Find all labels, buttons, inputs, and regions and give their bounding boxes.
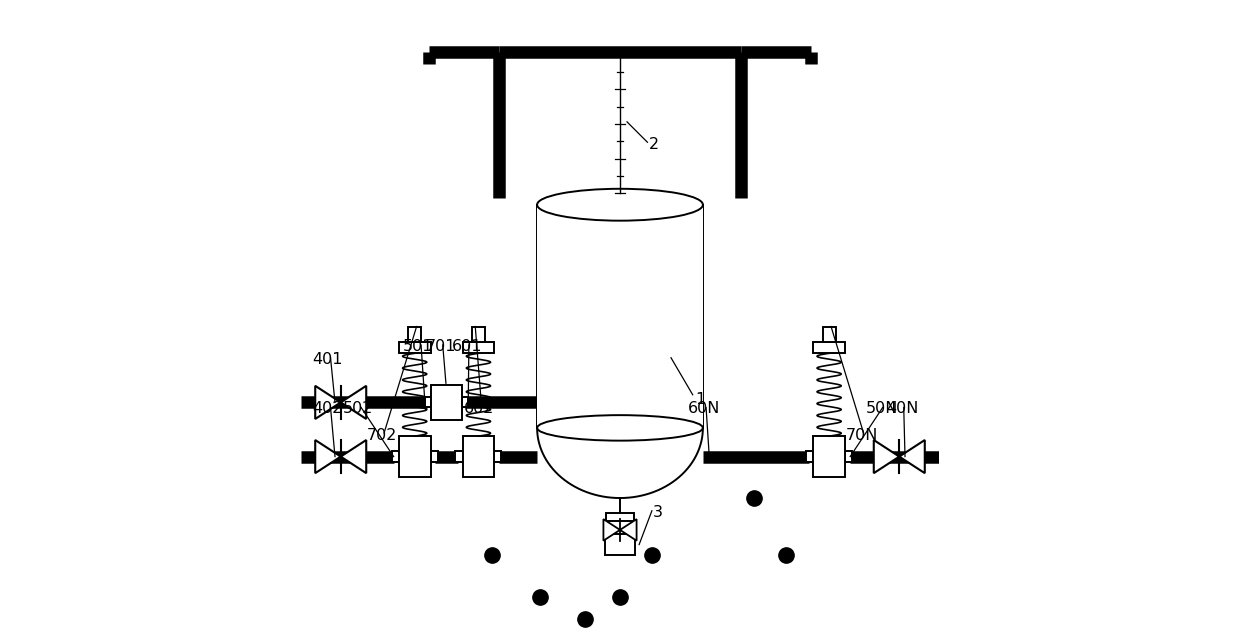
Bar bbox=[408, 327, 422, 342]
Bar bbox=[813, 436, 846, 477]
Bar bbox=[392, 452, 438, 462]
Bar bbox=[806, 452, 852, 462]
Bar bbox=[455, 451, 463, 463]
Text: 60N: 60N bbox=[688, 401, 720, 416]
Bar bbox=[392, 451, 399, 463]
Ellipse shape bbox=[537, 415, 703, 441]
Text: 701: 701 bbox=[427, 339, 456, 354]
Polygon shape bbox=[341, 386, 366, 419]
Text: 501: 501 bbox=[403, 339, 434, 354]
Bar bbox=[823, 327, 836, 342]
Polygon shape bbox=[315, 440, 341, 473]
Text: 70N: 70N bbox=[846, 428, 878, 443]
Polygon shape bbox=[620, 519, 636, 541]
Bar bbox=[813, 342, 846, 353]
Text: 601: 601 bbox=[453, 339, 482, 354]
Text: 2: 2 bbox=[649, 137, 658, 151]
Text: 3: 3 bbox=[653, 505, 663, 520]
Bar bbox=[430, 451, 438, 463]
Bar bbox=[425, 397, 432, 408]
Bar bbox=[605, 534, 635, 555]
Bar bbox=[463, 436, 495, 477]
Bar bbox=[463, 342, 495, 353]
Polygon shape bbox=[315, 386, 341, 419]
Bar bbox=[606, 513, 634, 521]
Bar bbox=[472, 327, 485, 342]
Polygon shape bbox=[899, 440, 925, 473]
Bar bbox=[846, 451, 852, 463]
Bar bbox=[399, 436, 430, 477]
Text: 401: 401 bbox=[312, 351, 342, 367]
Polygon shape bbox=[604, 519, 620, 541]
Bar bbox=[806, 451, 813, 463]
Text: 502: 502 bbox=[342, 401, 373, 416]
Text: 602: 602 bbox=[464, 401, 495, 416]
Bar bbox=[461, 397, 469, 408]
Text: 402: 402 bbox=[312, 401, 342, 416]
Text: 1: 1 bbox=[696, 392, 706, 406]
Polygon shape bbox=[341, 440, 366, 473]
Text: 40N: 40N bbox=[887, 401, 919, 416]
Bar bbox=[537, 204, 703, 428]
Bar bbox=[495, 451, 501, 463]
Polygon shape bbox=[874, 440, 899, 473]
Bar bbox=[399, 342, 430, 353]
Text: 702: 702 bbox=[367, 428, 397, 443]
Bar bbox=[455, 452, 501, 462]
Text: 50N: 50N bbox=[866, 401, 898, 416]
Ellipse shape bbox=[537, 189, 703, 220]
Bar bbox=[425, 398, 469, 407]
Bar bbox=[432, 385, 461, 420]
